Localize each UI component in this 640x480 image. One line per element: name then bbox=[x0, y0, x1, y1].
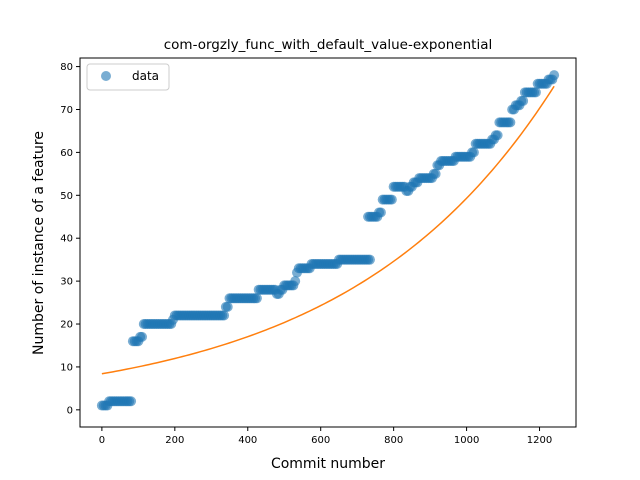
y-tick-label: 70 bbox=[60, 105, 73, 116]
x-tick-label: 200 bbox=[165, 435, 184, 446]
x-tick-label: 600 bbox=[311, 435, 330, 446]
legend-label-data: data bbox=[132, 69, 159, 83]
data-point bbox=[137, 331, 147, 342]
data-point bbox=[290, 276, 301, 287]
data-series bbox=[96, 70, 560, 411]
fit-line bbox=[101, 85, 555, 375]
y-tick-label: 30 bbox=[60, 277, 73, 288]
plot-area bbox=[96, 70, 560, 411]
data-point bbox=[549, 70, 560, 81]
data-point bbox=[505, 117, 516, 128]
legend-box bbox=[86, 63, 170, 91]
x-axis-label: Commit number bbox=[271, 456, 385, 472]
x-tick-label: 400 bbox=[238, 435, 257, 446]
x-tick-label: 1200 bbox=[527, 435, 552, 446]
y-tick-label: 80 bbox=[60, 62, 73, 73]
y-tick-label: 20 bbox=[60, 320, 73, 331]
data-point bbox=[492, 130, 503, 141]
x-tick-label: 1000 bbox=[454, 435, 479, 446]
y-tick-label: 60 bbox=[60, 148, 73, 159]
y-tick-label: 0 bbox=[67, 405, 73, 416]
data-point bbox=[530, 87, 541, 98]
data-point bbox=[126, 396, 137, 407]
x-tick-label: 800 bbox=[384, 435, 403, 446]
data-point bbox=[386, 194, 397, 205]
chart-title: com-orgzly_func_with_default_value-expon… bbox=[164, 37, 492, 53]
data-point bbox=[364, 254, 375, 265]
plot-frame bbox=[79, 57, 577, 428]
y-axis-label: Number of instance of a feature bbox=[31, 131, 47, 355]
y-tick-label: 10 bbox=[60, 362, 73, 373]
data-point bbox=[375, 207, 386, 218]
y-axis: 0 10 20 30 40 50 60 70 80 bbox=[60, 62, 80, 416]
data-point bbox=[518, 95, 529, 106]
legend-marker-data bbox=[101, 71, 111, 81]
data-point bbox=[222, 301, 233, 312]
data-point bbox=[468, 147, 479, 158]
x-tick-label: 0 bbox=[99, 435, 105, 446]
y-tick-label: 50 bbox=[60, 191, 73, 202]
legend: data bbox=[86, 63, 170, 91]
data-point bbox=[251, 293, 262, 304]
data-point bbox=[219, 310, 230, 321]
x-axis: 0 200 400 600 800 1000 1200 bbox=[99, 427, 552, 446]
y-tick-label: 40 bbox=[60, 234, 73, 245]
data-point bbox=[430, 168, 441, 179]
